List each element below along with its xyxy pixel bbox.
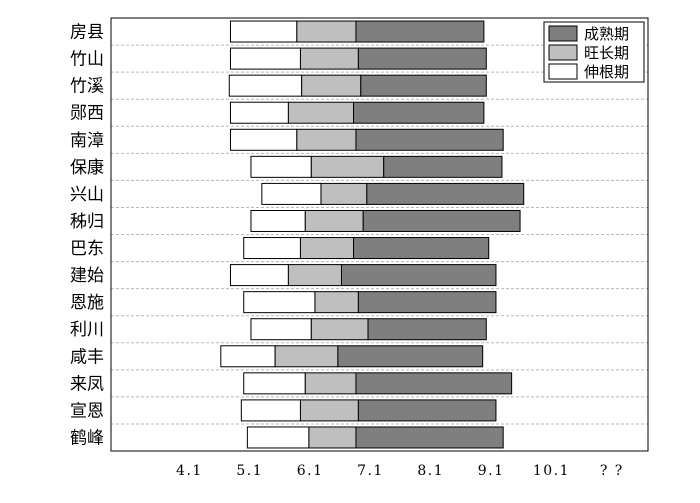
bar-旺长期: [287, 101, 355, 124]
x-tick-label: ? ?: [600, 463, 624, 479]
x-tick-label: 8.1: [417, 463, 444, 479]
bar-旺长期: [274, 345, 339, 368]
bar-成熟期: [353, 237, 490, 260]
bar-旺长期: [287, 264, 342, 287]
legend-label: 成熟期: [584, 25, 629, 43]
category-label: 房县: [70, 23, 104, 43]
category-label: 来凤: [70, 374, 104, 394]
bar-成熟期: [337, 345, 484, 368]
category-label: 秭归: [70, 212, 104, 232]
bar-成熟期: [357, 47, 487, 70]
bar-伸根期: [261, 182, 322, 205]
category-label: 建始: [70, 266, 104, 286]
bar-旺长期: [310, 155, 385, 178]
bar-成熟期: [383, 155, 503, 178]
bar-旺长期: [299, 237, 355, 260]
bar-成熟期: [360, 74, 487, 97]
bar-伸根期: [229, 101, 289, 124]
legend-swatch: [548, 25, 578, 42]
category-label: 保康: [70, 158, 104, 178]
bar-成熟期: [340, 264, 497, 287]
bar-成熟期: [357, 291, 497, 314]
bar-伸根期: [240, 399, 301, 422]
bar-伸根期: [243, 372, 306, 395]
bar-成熟期: [362, 209, 521, 232]
bar-旺长期: [304, 209, 364, 232]
x-tick-label: 7.1: [357, 463, 384, 479]
category-label: 利川: [70, 320, 104, 340]
bar-伸根期: [229, 20, 298, 43]
bar-伸根期: [243, 237, 301, 260]
bar-成熟期: [355, 372, 513, 395]
x-tick-label: 10.1: [533, 463, 570, 479]
bar-伸根期: [229, 264, 289, 287]
bar-成熟期: [355, 426, 504, 449]
category-label: 恩施: [70, 293, 104, 313]
category-label: 宣恩: [70, 401, 104, 421]
bar-伸根期: [250, 209, 306, 232]
bar-伸根期: [228, 74, 303, 97]
bar-成熟期: [357, 399, 497, 422]
bar-伸根期: [243, 291, 316, 314]
bar-旺长期: [301, 74, 362, 97]
bar-伸根期: [220, 345, 276, 368]
bar-伸根期: [229, 128, 298, 151]
bar-伸根期: [250, 155, 312, 178]
bar-旺长期: [308, 426, 357, 449]
bar-成熟期: [367, 318, 487, 341]
x-tick-label: 5.1: [236, 463, 263, 479]
bar-旺长期: [310, 318, 369, 341]
bar-成熟期: [366, 182, 525, 205]
legend-label: 伸根期: [584, 63, 629, 81]
plot-frame: [110, 17, 649, 452]
category-label: 郧西: [70, 104, 104, 124]
bar-旺长期: [296, 128, 357, 151]
bar-伸根期: [229, 47, 301, 70]
bar-成熟期: [355, 20, 485, 43]
bar-伸根期: [246, 426, 310, 449]
bar-成熟期: [355, 128, 504, 151]
bar-旺长期: [299, 47, 359, 70]
x-tick-label: 4.1: [176, 463, 203, 479]
bar-旺长期: [296, 20, 357, 43]
category-label: 兴山: [70, 185, 104, 205]
legend-swatch: [548, 63, 578, 80]
bar-伸根期: [250, 318, 312, 341]
category-label: 巴东: [70, 239, 104, 259]
category-label: 竹山: [70, 50, 104, 70]
x-tick-label: 6.1: [297, 463, 324, 479]
category-label: 南漳: [70, 131, 104, 151]
bar-旺长期: [320, 182, 368, 205]
bar-旺长期: [314, 291, 359, 314]
category-label: 竹溪: [70, 77, 104, 97]
category-label: 咸丰: [70, 347, 104, 367]
legend-label: 旺长期: [584, 44, 629, 62]
bar-成熟期: [353, 101, 485, 124]
x-tick-label: 9.1: [478, 463, 505, 479]
bar-旺长期: [299, 399, 359, 422]
legend-swatch: [548, 44, 578, 61]
bar-旺长期: [304, 372, 357, 395]
category-label: 鹤峰: [70, 428, 104, 448]
